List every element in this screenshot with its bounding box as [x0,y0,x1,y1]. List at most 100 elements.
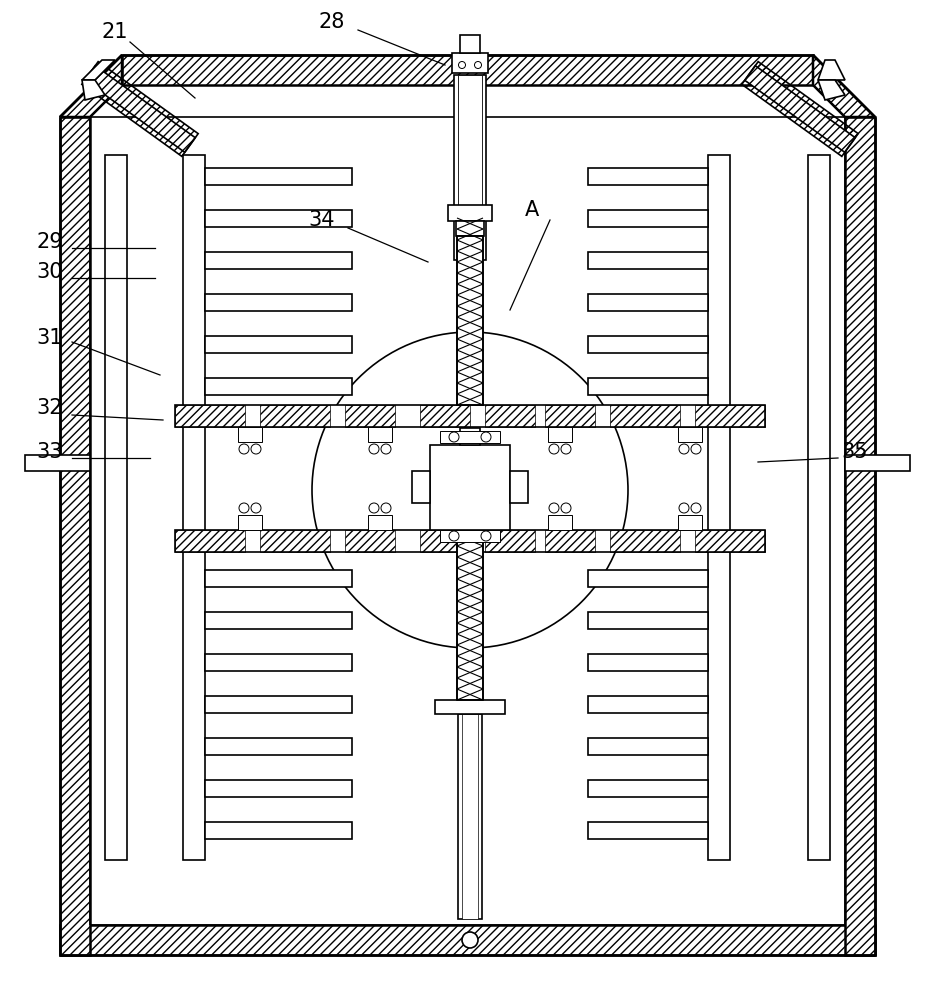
Bar [105,155,127,860]
Bar [610,405,680,427]
Bar [588,612,708,629]
Bar [205,378,352,395]
Bar [588,168,708,185]
Text: 34: 34 [308,210,336,230]
Bar [238,427,262,442]
Polygon shape [813,55,875,117]
Circle shape [381,444,391,454]
Bar [205,252,352,269]
Circle shape [251,503,261,513]
Bar [588,654,708,671]
Bar [545,405,595,427]
Circle shape [239,503,249,513]
Text: 33: 33 [37,442,63,462]
Circle shape [462,932,478,948]
Bar [345,405,395,427]
Circle shape [481,531,491,541]
Polygon shape [818,80,845,100]
Bar [205,822,352,839]
Text: 29: 29 [37,232,63,252]
Bar [420,530,470,552]
Bar [845,117,875,955]
Bar [205,696,352,713]
Bar [452,53,488,73]
Bar [845,455,910,471]
Circle shape [561,503,571,513]
Circle shape [549,503,559,513]
Circle shape [549,444,559,454]
Bar [460,35,480,53]
Bar [510,471,528,503]
Bar [60,117,90,955]
Circle shape [369,444,379,454]
Bar [205,210,352,227]
Bar [588,738,708,755]
Circle shape [459,62,465,68]
Bar [457,530,483,700]
Bar [548,427,572,442]
Bar [545,530,595,552]
Bar [457,236,483,405]
Polygon shape [82,60,115,80]
Bar [485,530,535,552]
Bar [420,405,470,427]
Bar [695,530,765,552]
Circle shape [679,444,689,454]
Circle shape [481,432,491,442]
Bar [345,530,395,552]
Bar [448,205,492,221]
Bar [175,530,765,552]
Bar [588,252,708,269]
Bar [205,780,352,797]
Circle shape [691,444,701,454]
Text: 28: 28 [319,12,345,32]
Circle shape [561,444,571,454]
Bar [260,530,330,552]
Bar [175,405,245,427]
Bar [457,236,483,405]
Bar [678,427,702,442]
Text: 21: 21 [102,22,128,42]
Bar [60,925,875,955]
Text: 35: 35 [841,442,869,462]
Bar [205,294,352,311]
Bar [458,714,482,919]
Bar [440,431,500,443]
Circle shape [369,503,379,513]
Text: 30: 30 [37,262,63,282]
Bar [175,405,765,427]
Circle shape [251,444,261,454]
Bar [205,738,352,755]
Bar [238,515,262,530]
Bar [368,427,392,442]
Bar [588,210,708,227]
Polygon shape [82,80,105,100]
Bar [183,155,205,860]
Bar [457,530,483,700]
Bar [205,336,352,353]
Text: A: A [525,200,540,220]
Bar [588,336,708,353]
Text: 31: 31 [37,328,63,348]
Circle shape [475,62,481,68]
Bar [588,696,708,713]
Polygon shape [744,66,855,152]
Bar [205,570,352,587]
Polygon shape [818,60,845,80]
Circle shape [679,503,689,513]
Bar [610,530,680,552]
Bar [205,612,352,629]
Circle shape [449,531,459,541]
Bar [260,405,330,427]
Circle shape [381,503,391,513]
Bar [205,168,352,185]
Bar [708,155,730,860]
Polygon shape [60,55,122,117]
Bar [588,378,708,395]
Circle shape [691,503,701,513]
Circle shape [449,432,459,442]
Bar [588,294,708,311]
Bar [454,75,486,260]
Circle shape [239,444,249,454]
Bar [412,471,430,503]
